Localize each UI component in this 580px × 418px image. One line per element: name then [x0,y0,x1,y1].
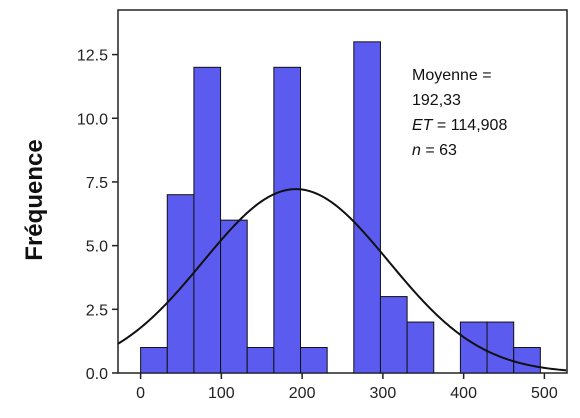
x-axis: 0 100 200 300 400 500 [136,373,558,402]
histogram-bar-0 [140,347,168,374]
histogram-bar-13 [486,321,515,374]
sd-label: ET [412,117,434,134]
mean-label: Moyenne = [412,67,492,84]
y-axis-label: Fréquence [21,139,48,260]
histogram-bar-1 [166,194,195,374]
y-tick-label-4: 10.0 [77,111,108,128]
x-tick-label-5: 500 [531,385,558,402]
mean-value: 192,33 [412,92,461,109]
histogram-bar-10 [406,321,435,374]
histogram-bar-6 [300,347,328,374]
histogram-bar-12 [459,321,488,374]
n-annotation: n = 63 [412,142,457,159]
histogram-bar-9 [379,296,408,374]
y-tick-label-0: 0.0 [86,366,108,383]
x-tick-label-3: 300 [370,385,397,402]
histogram-bar-3 [220,219,248,374]
n-label: n [412,142,421,159]
histogram-bar-14 [513,347,541,374]
bars-group [140,41,541,374]
y-tick-label-5: 12.5 [77,48,108,65]
histogram-bar-4 [246,347,275,374]
y-tick-label-1: 2.5 [86,302,108,319]
y-tick-label-2: 5.0 [86,239,108,256]
histogram-bar-5 [273,66,302,374]
sd-value: = 114,908 [432,117,507,134]
x-tick-label-4: 400 [450,385,477,402]
sd-annotation: ET = 114,908 [412,117,507,134]
x-tick-label-1: 100 [208,385,235,402]
y-tick-label-3: 7.5 [86,175,108,192]
stats-annotation: Moyenne = 192,33 ET = 114,908 n = 63 [412,67,507,159]
n-value: = 63 [421,142,457,159]
histogram-bar-8 [353,41,381,374]
histogram-bar-2 [193,66,222,374]
y-axis: 0.0 2.5 5.0 7.5 10.0 12.5 [77,48,118,383]
x-tick-label-0: 0 [136,385,145,402]
normal-curve [117,188,567,372]
x-tick-label-2: 200 [289,385,316,402]
